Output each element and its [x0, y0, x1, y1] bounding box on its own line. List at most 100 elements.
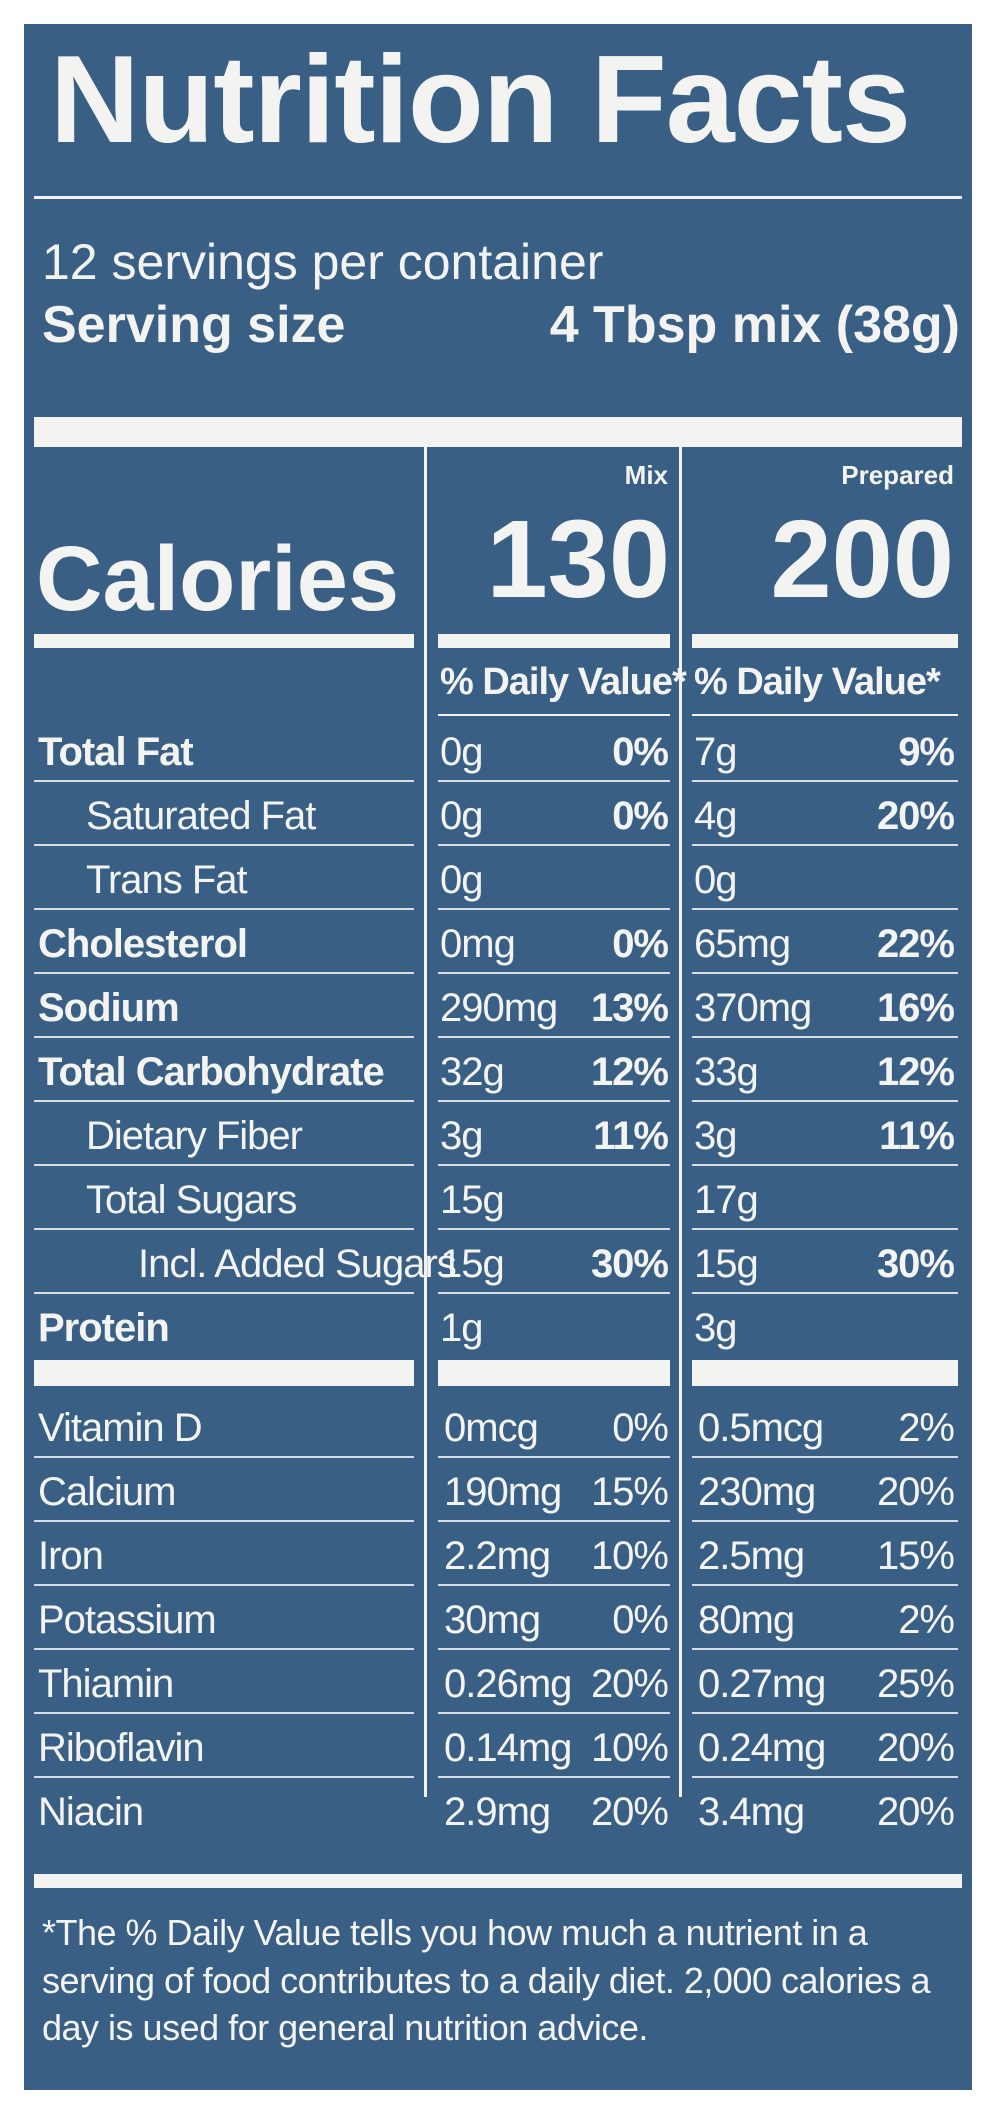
mix-daily-value: 10%: [590, 1726, 669, 1770]
mix-amount: 0mcg: [444, 1406, 539, 1450]
mix-daily-value: 20%: [590, 1662, 669, 1706]
nutrient-row-dietary-fiber: Dietary Fiber 3g 11% 3g 11%: [24, 1102, 972, 1166]
prepared-amount: 0.5mcg: [698, 1406, 824, 1450]
row-rule: [438, 1228, 670, 1230]
nutrient-name: Iron: [38, 1534, 104, 1578]
prepared-amount: 0g: [694, 858, 737, 902]
row-rule: [692, 844, 958, 846]
nutrient-row-cholesterol: Cholesterol 0mg 0% 65mg 22%: [24, 910, 972, 974]
prepared-amount: 4g: [694, 794, 737, 838]
row-rule: [692, 1228, 958, 1230]
row-rule: [34, 1228, 414, 1230]
prepared-amount: 3g: [694, 1306, 737, 1350]
mix-daily-value: 11%: [593, 1114, 669, 1158]
prepared-daily-value: 20%: [876, 1726, 955, 1770]
vitamin-row-niacin: Niacin 2.9mg 20% 3.4mg 20%: [24, 1778, 972, 1842]
prepared-amount: 370mg: [694, 986, 812, 1030]
row-rule: [438, 1036, 670, 1038]
row-rule: [692, 1520, 958, 1522]
nutrient-name: Total Fat: [38, 730, 194, 774]
mix-amount: 0g: [440, 858, 483, 902]
mix-daily-value: 20%: [590, 1790, 669, 1834]
row-rule: [438, 1456, 670, 1458]
mix-daily-value: 0%: [612, 730, 669, 774]
nutrient-row-total-fat: Total Fat 0g 0% 7g 9%: [24, 718, 972, 782]
prepared-amount: 0.24mg: [698, 1726, 826, 1770]
mix-daily-value: 0%: [612, 1598, 669, 1642]
row-rule: [34, 1292, 414, 1294]
mix-amount: 0g: [440, 730, 483, 774]
label-title: Nutrition Facts: [50, 31, 911, 169]
row-rule: [692, 908, 958, 910]
prepared-amount: 3g: [694, 1114, 737, 1158]
prepared-daily-value: 2%: [898, 1406, 955, 1450]
calories-bar-prepared: [692, 634, 958, 648]
row-rule: [438, 1164, 670, 1166]
mix-amount: 1g: [440, 1306, 483, 1350]
title-divider: [34, 196, 962, 199]
row-rule: [692, 1584, 958, 1586]
row-rule: [692, 1292, 958, 1294]
prepared-amount: 2.5mg: [698, 1534, 805, 1578]
thick-divider-bottom: [34, 1874, 962, 1888]
row-rule: [438, 972, 670, 974]
mix-daily-value: 0%: [612, 922, 669, 966]
row-rule: [438, 1100, 670, 1102]
nutrition-facts-panel: Nutrition Facts 12 servings per containe…: [24, 24, 972, 2090]
nutrient-row-total-carbohydrate: Total Carbohydrate 32g 12% 33g 12%: [24, 1038, 972, 1102]
prepared-amount: 230mg: [698, 1470, 816, 1514]
mix-amount: 15g: [440, 1242, 505, 1286]
calories-bar-label: [34, 634, 414, 648]
daily-value-header-mix: % Daily Value*: [440, 661, 687, 703]
vitamin-row-thiamin: Thiamin 0.26mg 20% 0.27mg 25%: [24, 1650, 972, 1714]
mix-amount: 2.9mg: [444, 1790, 551, 1834]
column-separator-prepared: [679, 447, 682, 1797]
prepared-daily-value: 25%: [876, 1662, 955, 1706]
nutrient-name: Potassium: [38, 1598, 217, 1642]
row-rule: [34, 1164, 414, 1166]
mix-amount: 3g: [440, 1114, 483, 1158]
row-rule: [692, 1100, 958, 1102]
nutrient-name: Protein: [38, 1306, 170, 1350]
prepared-amount: 80mg: [698, 1598, 795, 1642]
mix-daily-value: 10%: [590, 1534, 669, 1578]
row-rule: [34, 972, 414, 974]
prepared-daily-value: 20%: [876, 1470, 955, 1514]
prepared-daily-value: 12%: [876, 1050, 955, 1094]
prepared-daily-value: 20%: [876, 794, 955, 838]
mix-daily-value: 12%: [590, 1050, 669, 1094]
prepared-amount: 7g: [694, 730, 737, 774]
nutrient-row-sodium: Sodium 290mg 13% 370mg 16%: [24, 974, 972, 1038]
nutrient-name: Thiamin: [38, 1662, 174, 1706]
nutrient-name: Trans Fat: [86, 858, 248, 902]
vitamin-bar-mix: [438, 1360, 670, 1386]
mix-daily-value: 0%: [612, 1406, 669, 1450]
row-rule: [438, 1712, 670, 1714]
prepared-amount: 33g: [694, 1050, 759, 1094]
nutrient-name: Saturated Fat: [86, 794, 316, 838]
row-rule: [692, 1456, 958, 1458]
row-rule: [438, 1292, 670, 1294]
mix-daily-value: 30%: [590, 1242, 669, 1286]
row-rule: [34, 1712, 414, 1714]
row-rule: [692, 1712, 958, 1714]
row-rule: [692, 1036, 958, 1038]
nutrient-name: Total Sugars: [86, 1178, 297, 1222]
prepared-amount: 17g: [694, 1178, 759, 1222]
mix-daily-value: 0%: [612, 794, 669, 838]
row-rule: [438, 844, 670, 846]
daily-value-header-prepared: % Daily Value*: [694, 661, 941, 703]
mix-amount: 0.14mg: [444, 1726, 572, 1770]
prepared-daily-value: 2%: [898, 1598, 955, 1642]
row-rule: [34, 1456, 414, 1458]
row-rule: [34, 1520, 414, 1522]
nutrient-name: Riboflavin: [38, 1726, 205, 1770]
row-rule: [34, 844, 414, 846]
mix-amount: 190mg: [444, 1470, 562, 1514]
row-rule: [692, 780, 958, 782]
nutrient-name: Sodium: [38, 986, 180, 1030]
calories-value-mix: 130: [486, 498, 670, 621]
prepared-daily-value: 16%: [876, 986, 955, 1030]
row-rule: [438, 1520, 670, 1522]
row-rule: [34, 1584, 414, 1586]
